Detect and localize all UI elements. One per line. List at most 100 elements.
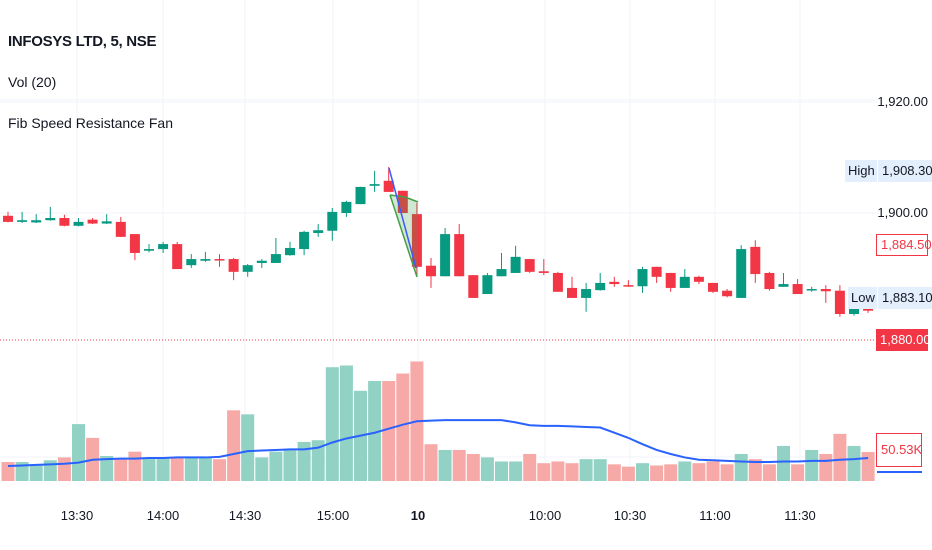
volume-bar <box>847 445 861 481</box>
candle-down <box>454 234 465 277</box>
volume-bar <box>748 459 762 481</box>
candle-down <box>820 289 831 292</box>
candle-up <box>45 217 56 221</box>
volume-bar <box>762 464 776 481</box>
candle-up <box>327 211 338 231</box>
volume-value-label: 50.53K <box>876 433 922 467</box>
candle-up <box>200 259 211 261</box>
volume-bar <box>396 373 410 481</box>
volume-bar <box>198 457 212 481</box>
volume-bar <box>184 457 198 481</box>
candle-up <box>496 269 507 277</box>
volume-bar <box>466 453 480 481</box>
candle-up <box>595 282 606 291</box>
volume-bar <box>565 463 579 481</box>
high-tag: High <box>845 160 877 182</box>
grid <box>0 99 877 458</box>
time-tick-label: 15:00 <box>316 508 350 523</box>
candle-down <box>750 246 761 275</box>
marked-price-label: 1,884.50 <box>876 234 932 256</box>
last-price-label: 1,880.00 <box>876 329 931 351</box>
candle-down <box>383 180 394 192</box>
candle-down <box>468 275 479 298</box>
candle-down <box>3 215 13 222</box>
price-tick-label: 1,900.00 <box>877 205 928 220</box>
volume-bar <box>241 414 255 481</box>
candle-up <box>73 221 84 226</box>
candle-up <box>806 289 817 291</box>
candle-up <box>679 276 690 288</box>
volume-bar <box>636 463 649 481</box>
fan-line-green-upper[interactable] <box>389 194 419 203</box>
candle-down <box>172 244 183 270</box>
volume-bar <box>579 459 593 481</box>
candle-up <box>101 221 112 224</box>
candle-up <box>778 284 789 287</box>
time-tick-label: 10 <box>410 508 426 523</box>
candle-down <box>426 265 436 277</box>
candle-down <box>792 284 803 295</box>
fan-line-green[interactable] <box>389 194 418 278</box>
candle-down <box>764 272 775 290</box>
volume-ma-line <box>7 419 869 468</box>
volume-bar <box>128 451 142 481</box>
volume-bar <box>297 441 311 481</box>
candle-up <box>581 289 592 298</box>
volume-bar <box>861 451 875 481</box>
volume-bar <box>43 460 57 481</box>
symbol-title[interactable]: INFOSYS LTD, 5, NSE <box>8 33 157 50</box>
candle-down <box>115 221 126 237</box>
volume-bar <box>833 433 847 481</box>
candle-up <box>440 234 451 277</box>
candle-up <box>369 184 380 186</box>
volume-bar <box>325 367 339 481</box>
volume-bar <box>114 458 128 481</box>
price-tick-label: 1,920.00 <box>877 94 928 109</box>
candle-down <box>411 214 422 267</box>
low-tag: Low <box>848 287 877 309</box>
candle-up <box>341 201 352 213</box>
vertical-grid <box>76 0 801 482</box>
candle-down <box>214 259 225 261</box>
candle-down <box>397 190 408 213</box>
candle-up <box>270 254 281 263</box>
time-tick-label: 11:00 <box>699 508 731 523</box>
low-value: 1,883.10 <box>878 287 932 309</box>
volume-bar <box>805 449 819 481</box>
volume-bar <box>523 453 537 481</box>
candle-up <box>144 249 154 251</box>
volume-bar <box>706 461 720 481</box>
volume-indicator-legend[interactable]: Vol (20) <box>8 74 57 90</box>
candle-up <box>736 249 747 298</box>
candle-up <box>186 259 197 266</box>
volume-bar <box>170 458 184 481</box>
candle-down <box>552 272 563 292</box>
volume-bar <box>650 465 664 481</box>
candle-up <box>849 307 859 315</box>
volume-bar <box>509 461 523 481</box>
candle-up <box>31 220 42 223</box>
candle-up <box>637 269 648 287</box>
candle-down <box>665 272 676 288</box>
volume-bar <box>495 461 508 481</box>
candle-up <box>299 231 310 250</box>
volume-bar <box>382 381 396 481</box>
fib-fan-legend[interactable]: Fib Speed Resistance Fan <box>8 115 173 131</box>
time-tick-label: 10:30 <box>613 508 647 523</box>
time-tick-label: 13:30 <box>60 508 94 523</box>
volume-bar <box>227 410 241 481</box>
fib-speed-resistance-fan[interactable] <box>388 167 419 278</box>
volume-bar <box>551 461 565 481</box>
volume-bar <box>100 456 114 481</box>
candle-up <box>17 220 28 222</box>
candle-down <box>693 276 704 282</box>
candle-up <box>256 260 267 263</box>
fan-line-blue[interactable] <box>388 167 417 269</box>
volume-bar <box>480 457 494 481</box>
volume-bar <box>452 449 466 481</box>
volume-bar <box>424 444 438 481</box>
candle-down <box>609 281 620 285</box>
candle-down <box>59 217 70 226</box>
volume-bar <box>142 458 156 481</box>
